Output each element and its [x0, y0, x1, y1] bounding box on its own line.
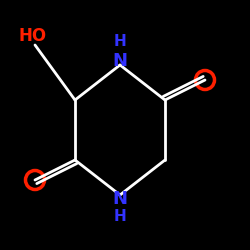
Text: H: H [114, 209, 126, 224]
Text: H: H [114, 34, 126, 49]
Text: N: N [112, 190, 128, 208]
Text: N: N [112, 52, 128, 70]
Text: HO: HO [18, 27, 46, 45]
